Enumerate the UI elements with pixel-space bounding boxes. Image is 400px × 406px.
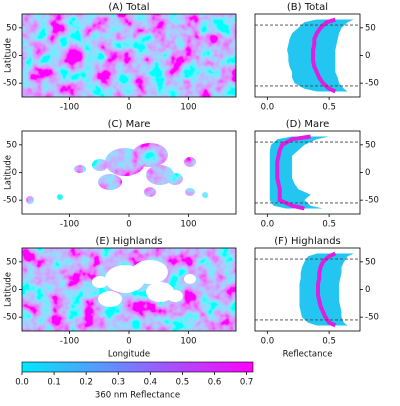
median-line [316,251,337,328]
y-tick-label: 50 [6,257,17,267]
panel-title: (F) Highlands [274,236,341,247]
y-tick-label: -50 [365,196,379,206]
y-axis-label: Latitude [4,272,14,307]
mare-mask [98,291,122,307]
mare-mask [167,290,183,302]
x-tick-label: 0.5 [322,103,336,113]
y-tick-label: 0 [12,285,17,295]
x-tick-label: 100 [180,103,196,113]
x-tick-label: 0 [126,220,131,230]
x-tick-label: 0.6 [208,378,222,388]
mare-mask [146,282,174,302]
panel-title: (D) Mare [286,119,329,130]
x-tick-label: 0.1 [47,378,61,388]
y-tick-label: 50 [6,140,17,150]
x-tick-label: 0.7 [240,378,254,388]
colorbar-label: 360 nm Reflectance [95,391,180,401]
x-tick-label: 0.0 [261,103,275,113]
mare-mask [184,274,196,284]
panel-title: (B) Total [287,2,328,13]
x-tick-label: -100 [60,103,79,113]
map-image [22,248,236,331]
x-tick-label: 0 [126,337,131,347]
x-tick-label: 0.4 [144,378,158,388]
y-tick-label: 50 [365,140,376,150]
x-axis-label: Reflectance [283,350,333,360]
range-band [299,253,354,326]
mare-mask [132,260,168,284]
x-tick-label: 100 [180,337,196,347]
map-fill [22,14,236,97]
x-tick-label: 0.5 [176,378,190,388]
map-image [22,14,236,97]
panel-title: (C) Mare [108,119,151,130]
x-tick-label: 0.5 [322,337,336,347]
x-tick-label: 0.0 [261,337,275,347]
y-tick-label: -50 [3,79,17,89]
y-tick-label: 50 [365,23,376,33]
median-line [311,17,337,94]
map-image [22,131,236,214]
y-tick-label: 0 [365,51,370,61]
y-tick-label: 0 [12,168,17,178]
y-tick-label: -50 [365,313,379,323]
x-tick-label: 0 [126,103,131,113]
y-tick-label: 0 [365,285,370,295]
x-tick-label: 0.0 [15,378,29,388]
panel-title: (A) Total [108,2,149,13]
colorbar [21,361,254,373]
y-tick-label: 50 [6,23,17,33]
range-band [287,19,354,92]
median-line [275,134,311,211]
y-tick-label: -50 [365,79,379,89]
y-tick-label: -50 [3,196,17,206]
y-tick-label: 0 [365,168,370,178]
x-axis-label: Longitude [108,350,150,360]
y-axis-label: Latitude [4,155,14,190]
x-tick-label: 100 [180,220,196,230]
y-tick-label: -50 [3,313,17,323]
y-tick-label: 0 [12,51,17,61]
x-tick-label: 0.0 [261,220,275,230]
x-tick-label: -100 [60,337,79,347]
x-tick-label: 0.2 [79,378,93,388]
panel-title: (E) Highlands [95,236,162,247]
x-tick-label: -100 [60,220,79,230]
range-band [269,136,330,209]
mare-mask [92,276,108,288]
y-tick-label: 50 [365,257,376,267]
y-axis-label: Latitude [4,38,14,73]
x-tick-label: 0.3 [111,378,125,388]
x-tick-label: 0.5 [322,220,336,230]
